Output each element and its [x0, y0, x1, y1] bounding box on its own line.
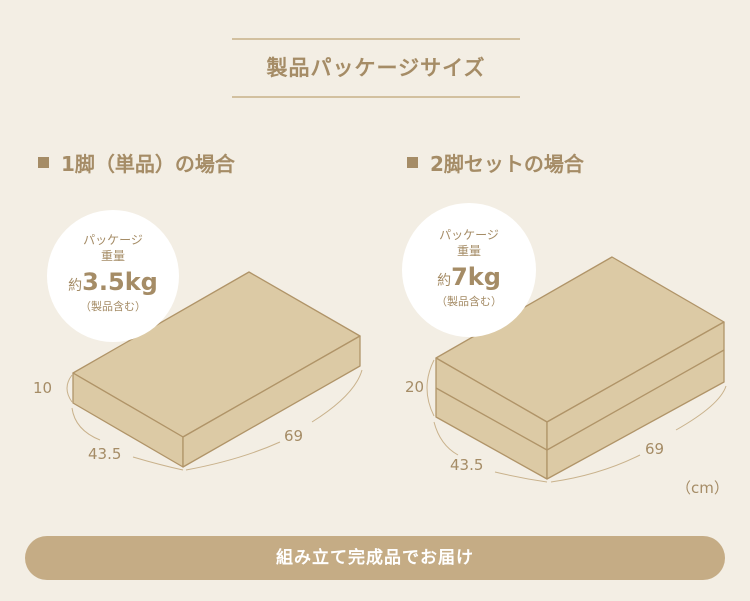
square-bullet-icon	[38, 157, 49, 168]
bubble-note: （製品含む）	[436, 295, 502, 308]
box1-depth-label: 43.5	[88, 445, 122, 463]
bubble-label: 重量	[456, 244, 481, 258]
box2-width-arc2	[675, 385, 727, 431]
bubble-label: 重量	[100, 249, 125, 263]
weight-value: 約7kg	[437, 263, 501, 291]
box2-depth-arc	[433, 421, 459, 456]
box1-width-arc	[185, 441, 281, 471]
box1-width-arc2	[311, 369, 363, 423]
box2-depth-label: 43.5	[450, 456, 484, 474]
box1-depth-arc	[71, 407, 101, 441]
box2-seam	[435, 349, 725, 451]
bubble-label: パッケージ	[439, 228, 499, 242]
weight-value: 約3.5kg	[68, 268, 158, 296]
section-heading-single: 1脚（単品）の場合	[38, 148, 235, 177]
box2-width-arc	[550, 454, 641, 483]
page-title: 製品パッケージサイズ	[232, 38, 520, 98]
section-heading-set: 2脚セットの場合	[407, 148, 584, 177]
box1-depth-arc2	[132, 456, 184, 471]
box2-width-label: 69	[645, 440, 665, 458]
box1-height-arc	[66, 374, 73, 403]
unit-label: （cm）	[676, 479, 729, 497]
box2-height-label: 20	[405, 378, 425, 396]
bubble-label: パッケージ	[83, 233, 143, 247]
heading-text: 1脚（単品）の場合	[61, 152, 235, 176]
weight-bubble-set: パッケージ 重量 約7kg （製品含む）	[402, 203, 536, 337]
box1-right	[182, 335, 361, 468]
assembled-delivery-banner: 組み立て完成品でお届け	[25, 536, 725, 580]
square-bullet-icon	[407, 157, 418, 168]
box1-width-label: 69	[284, 427, 304, 445]
weight-bubble-single: パッケージ 重量 約3.5kg （製品含む）	[47, 210, 179, 342]
heading-text: 2脚セットの場合	[430, 152, 584, 176]
box2-depth-arc2	[494, 471, 548, 483]
bubble-note: （製品含む）	[80, 300, 146, 313]
box2-height-arc	[426, 359, 435, 417]
box1-height-label: 10	[33, 379, 53, 397]
